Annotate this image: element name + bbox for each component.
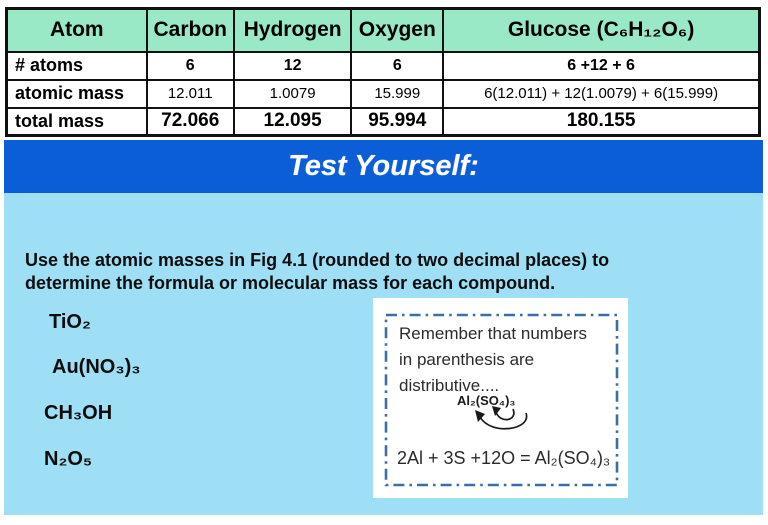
callout-dash-dot-border [384,313,619,487]
callout-equation: 2Al + 3S +12O = Al₂(SO₄)₃ [397,448,611,468]
cell-amass-glucose: 6(12.011) + 12(1.0079) + 6(15.999) [442,78,761,109]
instruction-text: Use the atomic masses in Fig 4.1 (rounde… [25,250,610,293]
cell-atoms-glucose: 6 +12 + 6 [442,50,761,81]
table-row-atomic-mass: atomic mass 12.011 1.0079 15.999 6(12.01… [5,78,761,109]
compound-item-ch3oh: CH₃OH [44,402,113,424]
mass-table: Atom Carbon Hydrogen Oxygen Glucose (C₆H… [5,7,761,137]
cell-tmass-oxygen: 95.994 [350,106,445,137]
cell-tmass-carbon: 72.066 [145,106,235,137]
exercise-panel: Use the atomic masses in Fig 4.1 (rounde… [4,193,763,515]
callout-example-formula: Al₂(SO₄)₃ [457,393,516,408]
header-cell-atom: Atom [5,7,148,53]
cell-atoms-oxygen: 6 [350,50,445,81]
header-cell-oxygen: Oxygen [350,7,445,53]
table-row-num-atoms: # atoms 6 12 6 6 +12 + 6 [5,50,761,81]
cell-atoms-carbon: 6 [145,50,235,81]
callout-note: Remember that numbers in parenthesis are… [399,324,588,395]
banner: Test Yourself: [4,140,763,193]
cell-tmass-glucose: 180.155 [442,106,761,137]
distributive-arrows-icon [475,406,528,430]
header-cell-glucose: Glucose (C₆H₁₂O₆) [442,7,761,53]
header-cell-hydrogen: Hydrogen [232,7,353,53]
compound-item-auno33: Au(NO₃)₃ [52,356,141,378]
compound-item-tio2: TiO₂ [49,311,91,333]
banner-title: Test Yourself: [288,150,479,182]
cell-amass-hydrogen: 1.0079 [232,78,353,109]
cell-tmass-hydrogen: 12.095 [232,106,353,137]
row-label-atomic-mass: atomic mass [5,78,148,109]
row-label-total-mass: total mass [5,106,148,137]
callout-box: Remember that numbers in parenthesis are… [373,298,628,498]
cell-atoms-hydrogen: 12 [232,50,353,81]
header-cell-carbon: Carbon [145,7,235,53]
cell-amass-carbon: 12.011 [145,78,235,109]
cell-amass-oxygen: 15.999 [350,78,445,109]
table-header-row: Atom Carbon Hydrogen Oxygen Glucose (C₆H… [5,7,761,53]
table-row-total-mass: total mass 72.066 12.095 95.994 180.155 [5,106,761,137]
row-label-num-atoms: # atoms [5,50,148,81]
compound-item-n2o5: N₂O₅ [44,448,93,470]
